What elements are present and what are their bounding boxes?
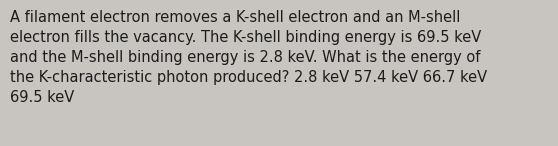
Text: A filament electron removes a K-shell electron and an M-shell
electron fills the: A filament electron removes a K-shell el… (10, 10, 487, 105)
